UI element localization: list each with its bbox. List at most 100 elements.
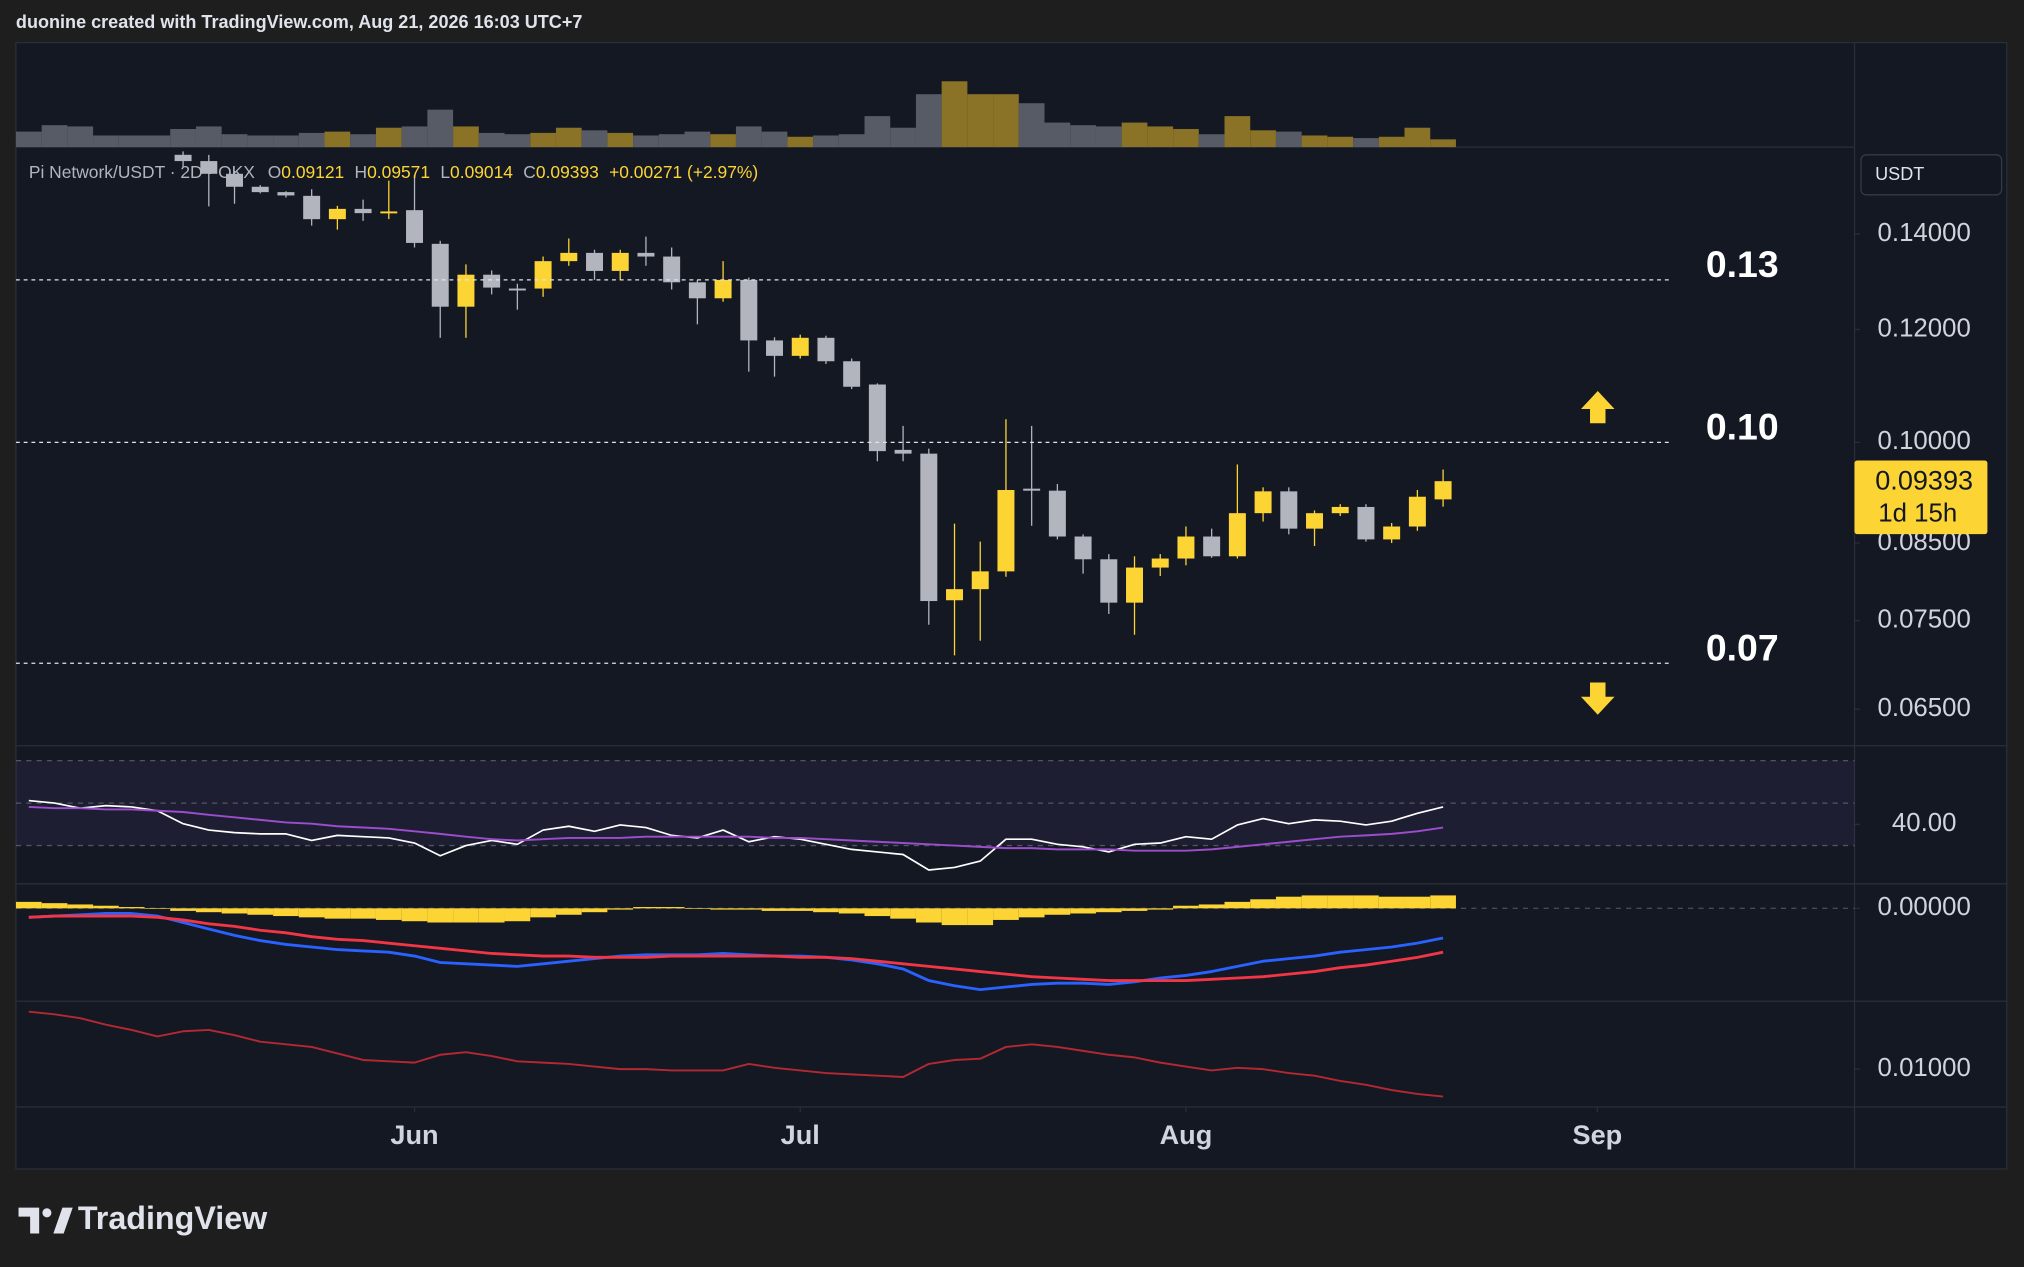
- volume-bar: [1173, 129, 1199, 148]
- candle-body: [508, 288, 526, 291]
- legend-value: 0.09121: [281, 161, 344, 181]
- candle-body: [226, 173, 244, 187]
- legend-key: C: [523, 161, 536, 181]
- candle-body: [1254, 491, 1272, 514]
- histogram-bar: [375, 908, 402, 920]
- legend-value: 0.09014: [450, 161, 513, 181]
- histogram-bar: [1224, 901, 1251, 909]
- histogram-bar: [453, 908, 479, 923]
- histogram-bar: [1327, 895, 1354, 909]
- volume-bar: [1327, 136, 1354, 148]
- candle-body: [791, 337, 809, 356]
- candle-body: [174, 154, 192, 162]
- volume-bar: [298, 132, 325, 148]
- candle-body: [714, 279, 732, 299]
- volume-bar: [1095, 126, 1122, 148]
- candle-body: [688, 282, 706, 299]
- histogram-bar: [1070, 908, 1096, 914]
- candle-body: [1408, 496, 1426, 527]
- candle-body: [380, 211, 398, 214]
- histogram-bar: [555, 908, 582, 915]
- candle-body: [740, 279, 758, 341]
- histogram-bar: [1198, 904, 1225, 909]
- histogram-bar: [761, 908, 788, 911]
- legend-value: 0.09393: [536, 161, 599, 181]
- candle-body: [920, 453, 938, 602]
- volume-bar: [813, 135, 839, 148]
- histogram-bar: [15, 901, 42, 909]
- histogram-bar: [67, 904, 94, 909]
- histogram-bar: [401, 908, 428, 922]
- candle-body: [1357, 506, 1375, 540]
- histogram-bar: [1095, 908, 1122, 913]
- histogram-bar: [915, 908, 942, 923]
- candle-body: [560, 252, 578, 262]
- candle-body: [1100, 559, 1118, 603]
- volume-bar: [170, 129, 196, 148]
- currency-button[interactable]: [1860, 154, 2003, 196]
- up-arrow: [1580, 390, 1615, 424]
- volume-bar: [1044, 122, 1071, 148]
- histogram-bar: [144, 908, 171, 909]
- candle-body: [483, 274, 501, 288]
- volume-bar: [1070, 125, 1096, 148]
- candle-body: [1331, 506, 1349, 514]
- volume-bar: [41, 125, 68, 148]
- volume-bar: [375, 127, 402, 148]
- legend-key: L: [440, 161, 450, 181]
- volume-bar: [581, 130, 608, 148]
- volume-bar: [1353, 138, 1379, 148]
- candle-body: [868, 384, 886, 452]
- volume-bar: [993, 94, 1019, 148]
- level-label: 0.07: [1706, 626, 1779, 668]
- logo-text: TradingView: [78, 1200, 268, 1236]
- volume-bar: [1275, 131, 1302, 148]
- candle-body: [251, 186, 269, 193]
- histogram-bar: [1353, 895, 1379, 909]
- histogram-bar: [633, 907, 659, 909]
- volume-bar: [15, 131, 42, 148]
- candle-body: [663, 256, 681, 283]
- candle-body: [303, 195, 321, 220]
- volume-bar: [607, 132, 634, 148]
- volume-bar: [93, 135, 119, 148]
- candle-body: [1228, 513, 1246, 557]
- histogram-bar: [1018, 908, 1045, 918]
- chart-frame: [15, 41, 2008, 1170]
- histogram-bar: [838, 908, 865, 914]
- level-label: 0.13: [1706, 243, 1779, 285]
- candle-body: [1280, 491, 1298, 529]
- histogram-bar: [350, 908, 376, 919]
- candle-body: [1023, 488, 1041, 491]
- histogram-bar: [710, 908, 736, 910]
- candle-body: [354, 208, 372, 214]
- candles: [174, 151, 1452, 656]
- volume-bar: [915, 94, 942, 148]
- currency-label[interactable]: USDT: [1875, 164, 1924, 184]
- candle-body: [457, 274, 475, 307]
- volume-bar: [221, 134, 248, 148]
- histogram-bar: [504, 908, 531, 922]
- volume-bar: [453, 126, 479, 148]
- y-tick-label: 0.01000: [1878, 1054, 1971, 1082]
- down-arrow: [1580, 682, 1615, 715]
- volume-bar: [633, 135, 659, 148]
- histogram-bar: [1121, 908, 1148, 911]
- histogram-bar: [864, 908, 891, 917]
- y-tick-label: 0.14000: [1878, 219, 1971, 247]
- histogram-bar: [813, 908, 839, 913]
- volume-bar: [735, 126, 762, 148]
- volume-bar: [890, 127, 916, 148]
- x-tick-label: Sep: [1573, 1119, 1623, 1150]
- volume-bar: [273, 135, 299, 148]
- x-tick-label: Jul: [781, 1119, 820, 1150]
- histogram-bar: [1173, 905, 1199, 909]
- volume-bar: [118, 135, 145, 148]
- candle-body: [946, 589, 964, 601]
- legend: Pi Network/USDT · 2D · OKX O0.09121 H0.095…: [29, 161, 758, 181]
- volume-bar: [144, 135, 171, 148]
- histogram-bar: [1044, 908, 1071, 915]
- candle-body: [1151, 558, 1169, 568]
- candle-body: [406, 210, 424, 243]
